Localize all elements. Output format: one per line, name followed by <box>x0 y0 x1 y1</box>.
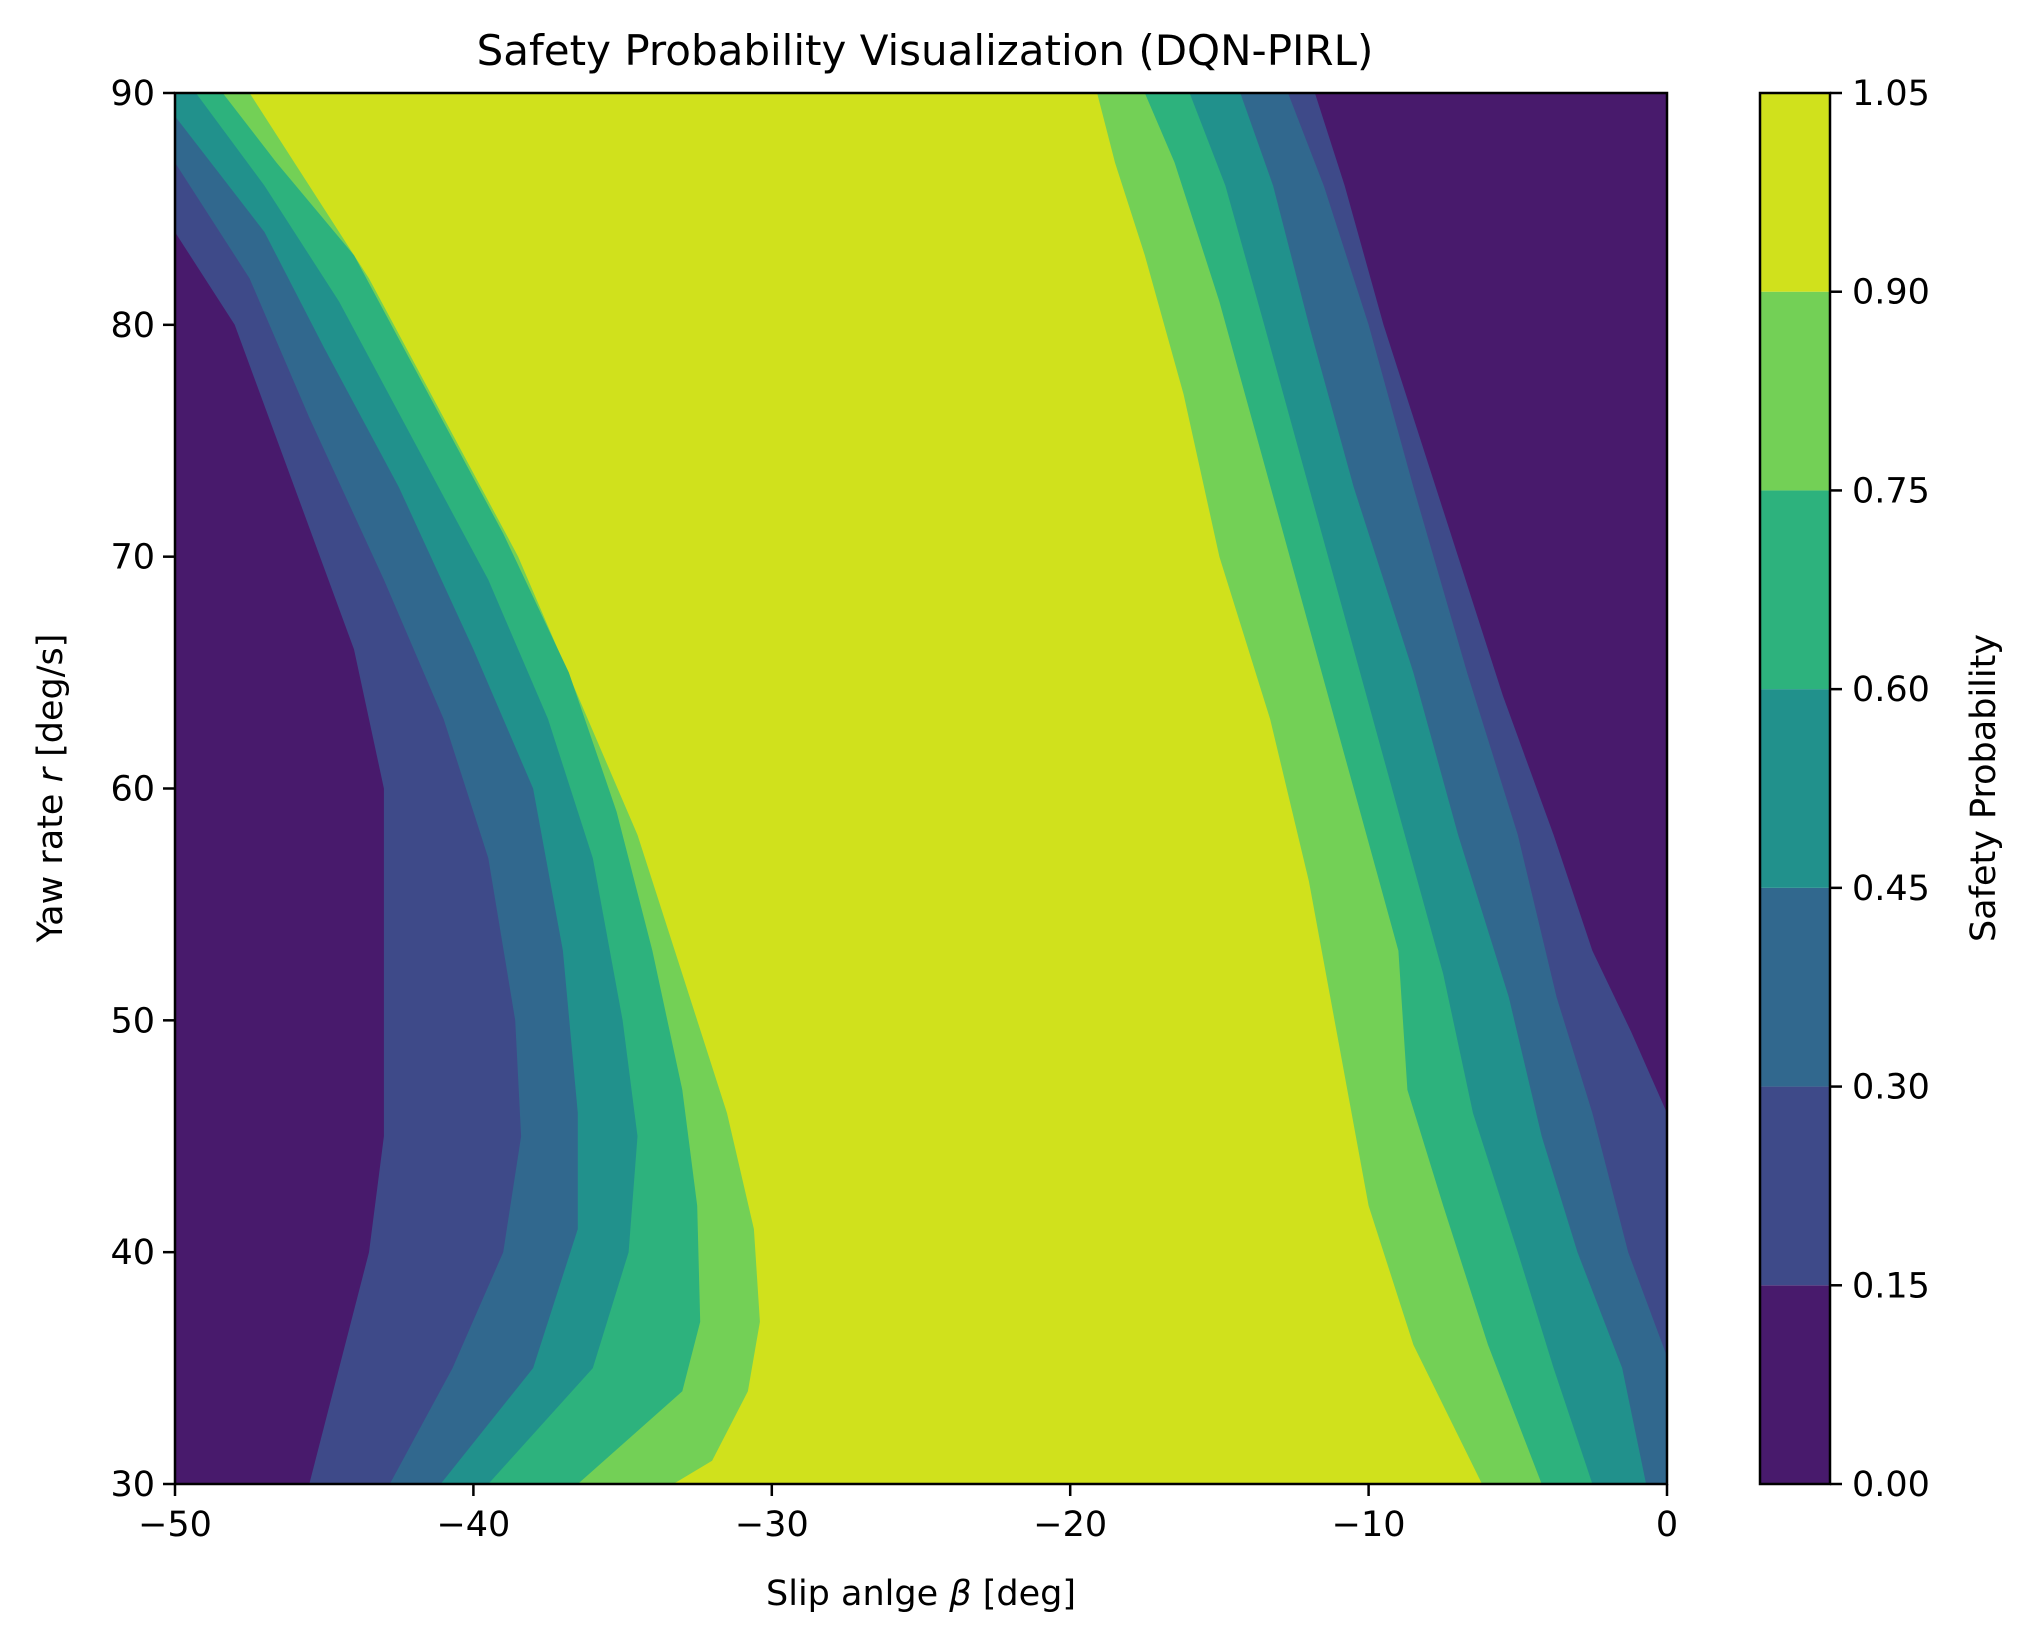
x-tick-label: −50 <box>138 1505 212 1545</box>
colorbar-swatch <box>1760 689 1830 888</box>
x-tick-label: −30 <box>735 1505 809 1545</box>
colorbar-swatch <box>1760 490 1830 690</box>
y-axis-label: Yaw rate r [deg/s] <box>31 634 71 944</box>
x-tick-label: −20 <box>1033 1505 1107 1545</box>
chart-title: Safety Probability Visualization (DQN-PI… <box>477 26 1374 75</box>
y-tick-label: 80 <box>110 306 155 346</box>
colorbar-tick-label: 0.90 <box>1852 273 1930 313</box>
colorbar-swatch <box>1760 1086 1830 1286</box>
colorbar-label: Safety Probability <box>1964 634 2004 942</box>
colorbar-tick-label: 0.15 <box>1852 1266 1930 1306</box>
y-tick-label: 50 <box>110 1001 155 1041</box>
y-axis-ticks: 30 40 50 60 70 80 90 <box>110 74 175 1505</box>
colorbar-tick-label: 0.30 <box>1852 1068 1930 1108</box>
colorbar-tick-label: 0.60 <box>1852 670 1930 710</box>
colorbar-tick-label: 0.45 <box>1852 869 1930 909</box>
colorbar-swatch <box>1760 887 1830 1087</box>
colorbar-swatch <box>1760 1285 1830 1484</box>
y-tick-label: 30 <box>110 1465 155 1505</box>
contour-band-right-below-0.15 <box>1314 93 1667 1484</box>
colorbar-tick-label: 0.75 <box>1852 471 1930 511</box>
y-tick-label: 60 <box>110 770 155 810</box>
x-axis-ticks: −50 −40 −30 −20 −10 0 <box>138 1484 1678 1545</box>
colorbar-ticks: 0.00 0.15 0.30 0.45 0.60 0.75 0.90 1.05 <box>1830 74 1930 1505</box>
x-tick-label: −40 <box>436 1505 510 1545</box>
contour-fills <box>175 93 1667 1484</box>
x-tick-label: 0 <box>1656 1505 1678 1545</box>
colorbar-swatch <box>1760 291 1830 491</box>
colorbar-tick-label: 1.05 <box>1852 74 1930 114</box>
contour-band-left-below-0.15 <box>175 93 384 1484</box>
y-tick-label: 90 <box>110 74 155 114</box>
colorbar-swatch <box>1760 93 1830 292</box>
y-tick-label: 40 <box>110 1233 155 1273</box>
colorbar-frame <box>1758 91 1832 1486</box>
y-tick-label: 70 <box>110 538 155 578</box>
x-axis-label: Slip anlge β [deg] <box>766 1574 1076 1614</box>
colorbar <box>1760 93 1830 1484</box>
colorbar-tick-label: 0.00 <box>1852 1465 1930 1505</box>
x-tick-label: −10 <box>1332 1505 1406 1545</box>
